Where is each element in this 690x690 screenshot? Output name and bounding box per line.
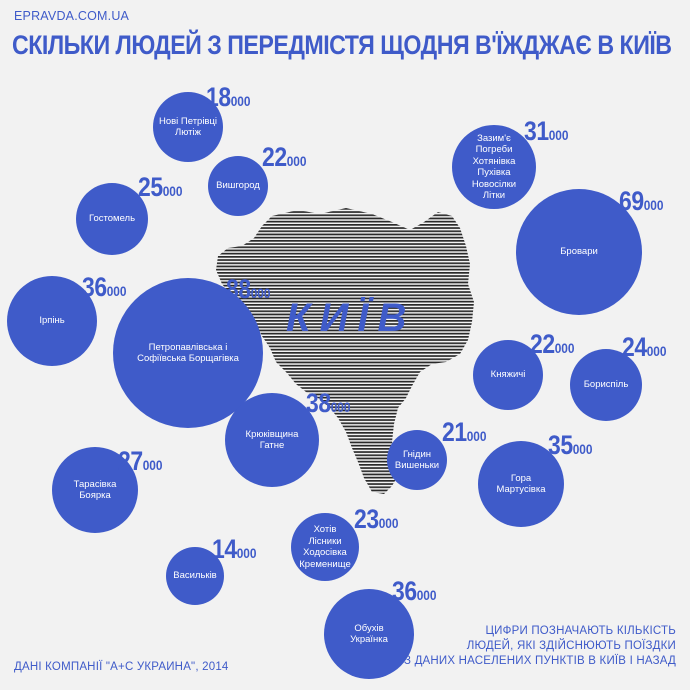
kyiv-silhouette (216, 208, 474, 494)
bubble-zazymia[interactable]: Зазим'є Погреби Хотянівка Пухівка Новосі… (452, 125, 536, 209)
legend-note-line: ЛЮДЕЙ, ЯКІ ЗДІЙСНЮЮТЬ ПОЇЗДКИ (466, 640, 676, 652)
bubble-tarasivka[interactable]: Тарасівка Боярка (52, 447, 138, 533)
count-suffix: 000 (162, 183, 183, 199)
count-irpin: 36000 (82, 272, 127, 303)
bubble-kniazhychi[interactable]: Княжичі (473, 340, 543, 410)
bubble-boryspil[interactable]: Бориспіль (570, 349, 642, 421)
bubble-label: Вишгород (216, 180, 260, 192)
city-label-kyiv: КИЇВ (286, 296, 416, 340)
bubble-brovary[interactable]: Бровари (516, 189, 642, 315)
count-boryspil: 24000 (622, 332, 667, 363)
count-tarasivka: 27000 (118, 446, 163, 477)
count-suffix: 000 (466, 428, 487, 444)
bubble-vasylkiv[interactable]: Васильків (166, 547, 224, 605)
count-value: 31 (524, 116, 549, 146)
count-suffix: 000 (554, 340, 575, 356)
count-novi-petrivtsi: 18000 (206, 82, 251, 113)
count-suffix: 000 (378, 515, 399, 531)
count-petropavlivska: 88000 (226, 274, 271, 305)
count-khotiv: 23000 (354, 504, 399, 535)
count-suffix: 000 (416, 587, 437, 603)
source-credit: ДАНІ КОМПАНІЇ "А+С УКРАИНА", 2014 (14, 661, 229, 673)
bubble-label: Петропавлівська і Софіївська Борщагівка (137, 341, 239, 365)
count-value: 38 (306, 388, 331, 418)
bubble-label: Нові Петрівці Лютіж (158, 115, 218, 139)
count-value: 18 (206, 82, 231, 112)
count-brovary: 69000 (619, 186, 664, 217)
bubble-label: Гнідин Вишеньки (394, 448, 440, 472)
count-suffix: 000 (572, 441, 593, 457)
count-suffix: 000 (646, 343, 667, 359)
bubble-kriukivshchyna[interactable]: Крюківщина Гатне (225, 393, 319, 487)
count-value: 27 (118, 446, 143, 476)
bubble-vyshhorod[interactable]: Вишгород (208, 156, 268, 216)
bubble-label: Тарасівка Боярка (73, 478, 117, 502)
count-suffix: 000 (250, 285, 271, 301)
bubble-obukhiv[interactable]: Обухів Українка (324, 589, 414, 679)
count-suffix: 000 (286, 153, 307, 169)
bubble-novi-petrivtsi[interactable]: Нові Петрівці Лютіж (153, 92, 223, 162)
count-obukhiv: 36000 (392, 576, 437, 607)
bubble-label: Обухів Українка (350, 622, 388, 646)
legend-note-line: ЦИФРИ ПОЗНАЧАЮТЬ КІЛЬКІСТЬ (485, 625, 676, 637)
bubble-label: Крюківщина Гатне (245, 428, 299, 452)
count-kniazhychi: 22000 (530, 329, 575, 360)
count-value: 24 (622, 332, 647, 362)
bubble-khotiv[interactable]: Хотів Лісники Ходосівка Кременище (291, 513, 359, 581)
bubble-petropavlivska[interactable]: Петропавлівська і Софіївська Борщагівка (113, 278, 263, 428)
bubble-label: Гора Мартусівка (496, 472, 546, 496)
count-value: 21 (442, 417, 467, 447)
count-vyshhorod: 22000 (262, 142, 307, 173)
count-suffix: 000 (330, 399, 351, 415)
bubble-label: Гостомель (88, 213, 136, 225)
count-value: 88 (226, 274, 251, 304)
count-kriukivshchyna: 38000 (306, 388, 351, 419)
legend-note: ЦИФРИ ПОЗНАЧАЮТЬ КІЛЬКІСТЬ ЛЮДЕЙ, ЯКІ ЗД… (404, 624, 676, 669)
site-name[interactable]: EPRAVDA.COM.UA (14, 9, 130, 23)
legend-note-line: З ДАНИХ НАСЕЛЕНИХ ПУНКТІВ В КИЇВ І НАЗАД (404, 655, 676, 667)
count-suffix: 000 (230, 93, 251, 109)
count-value: 36 (392, 576, 417, 606)
bubble-label: Бровари (560, 246, 598, 258)
count-suffix: 000 (106, 283, 127, 299)
bubble-irpin[interactable]: Ірпінь (7, 276, 97, 366)
bubble-hora[interactable]: Гора Мартусівка (478, 441, 564, 527)
count-value: 35 (548, 430, 573, 460)
bubble-label: Княжичі (490, 369, 526, 381)
count-hostomel: 25000 (138, 172, 183, 203)
count-value: 23 (354, 504, 379, 534)
count-value: 22 (530, 329, 555, 359)
count-suffix: 000 (236, 545, 257, 561)
count-suffix: 000 (643, 197, 664, 213)
bubble-label: Зазим'є Погреби Хотянівка Пухівка Новосі… (471, 132, 517, 202)
bubble-label: Бориспіль (583, 379, 629, 391)
count-value: 69 (619, 186, 644, 216)
count-vasylkiv: 14000 (212, 534, 257, 565)
count-value: 25 (138, 172, 163, 202)
count-hora: 35000 (548, 430, 593, 461)
count-value: 22 (262, 142, 287, 172)
count-value: 36 (82, 272, 107, 302)
page-title: СКІЛЬКИ ЛЮДЕЙ З ПЕРЕДМІСТЯ ЩОДНЯ В'ЇЖДЖА… (12, 30, 672, 60)
bubble-hostomel[interactable]: Гостомель (76, 183, 148, 255)
bubble-label: Васильків (173, 570, 217, 582)
bubble-hnidyn[interactable]: Гнідин Вишеньки (387, 430, 447, 490)
count-suffix: 000 (548, 127, 569, 143)
count-suffix: 000 (142, 457, 163, 473)
bubble-label: Ірпінь (39, 315, 65, 327)
count-zazymia: 31000 (524, 116, 569, 147)
count-value: 14 (212, 534, 237, 564)
bubble-label: Хотів Лісники Ходосівка Кременище (299, 524, 351, 570)
count-hnidyn: 21000 (442, 417, 487, 448)
